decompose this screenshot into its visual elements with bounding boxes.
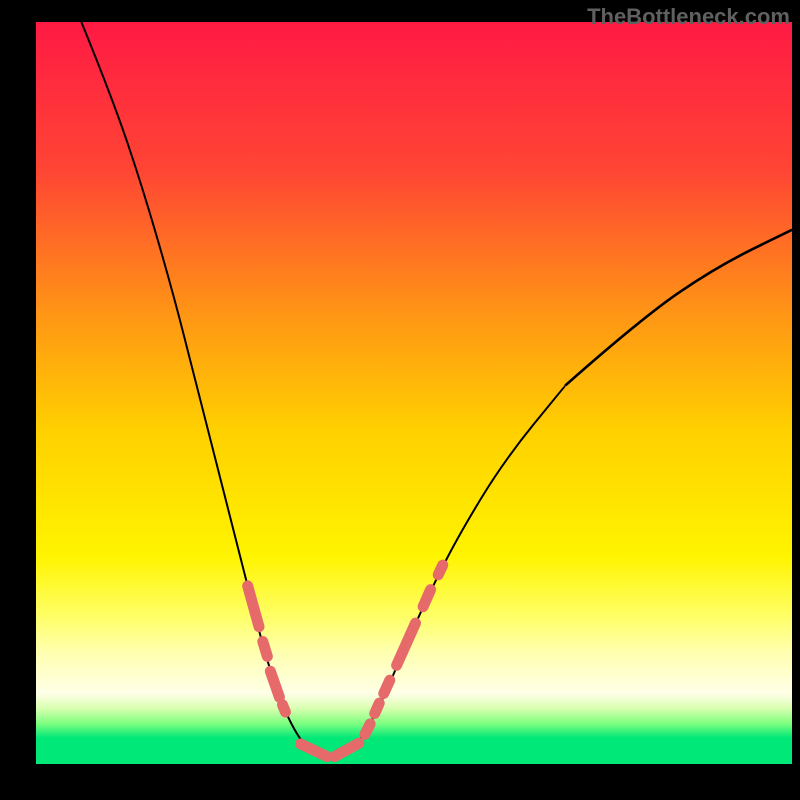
plot-area (36, 22, 792, 764)
chart-svg (36, 22, 792, 764)
watermark-text: TheBottleneck.com (587, 4, 790, 30)
chart-frame: TheBottleneck.com (0, 0, 800, 800)
